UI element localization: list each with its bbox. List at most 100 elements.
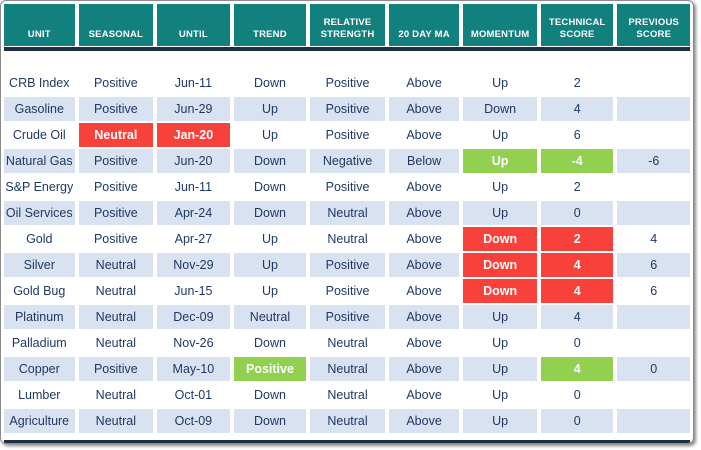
cell-previous-score[interactable] (617, 383, 691, 407)
cell-unit[interactable]: Palladium (4, 331, 75, 355)
cell-20-day-ma[interactable]: Above (388, 331, 460, 355)
cell-until[interactable]: Jun-20 (157, 149, 230, 173)
cell-seasonal[interactable]: Positive (78, 357, 154, 381)
cell-unit[interactable]: S&P Energy (4, 175, 75, 199)
cell-momentum[interactable]: Down (463, 253, 537, 277)
cell-20-day-ma[interactable]: Above (388, 409, 460, 433)
cell-momentum[interactable]: Down (463, 279, 537, 303)
cell-unit[interactable]: CRB Index (4, 71, 75, 95)
cell-technical-score[interactable]: 4 (540, 305, 614, 329)
cell-relative-strength[interactable]: Positive (310, 97, 385, 121)
cell-until[interactable]: Oct-09 (157, 409, 230, 433)
column-header-momentum[interactable]: MOMENTUM (463, 4, 537, 46)
cell-technical-score[interactable]: 4 (540, 253, 614, 277)
cell-unit[interactable]: Lumber (4, 383, 75, 407)
cell-unit[interactable]: Gold Bug (4, 279, 75, 303)
cell-previous-score[interactable]: 0 (617, 357, 691, 381)
cell-technical-score[interactable]: -4 (540, 149, 614, 173)
cell-technical-score[interactable]: 2 (540, 175, 614, 199)
cell-technical-score[interactable]: 0 (540, 409, 614, 433)
cell-momentum[interactable]: Up (463, 149, 537, 173)
cell-momentum[interactable]: Up (463, 305, 537, 329)
cell-until[interactable]: Oct-01 (157, 383, 230, 407)
cell-previous-score[interactable] (617, 123, 691, 147)
cell-unit[interactable]: Silver (4, 253, 75, 277)
cell-momentum[interactable]: Up (463, 331, 537, 355)
column-header-until[interactable]: UNTIL (157, 4, 230, 46)
cell-seasonal[interactable]: Neutral (78, 383, 154, 407)
cell-trend[interactable]: Positive (233, 357, 307, 381)
cell-momentum[interactable]: Up (463, 409, 537, 433)
cell-previous-score[interactable] (617, 305, 691, 329)
cell-unit[interactable]: Gold (4, 227, 75, 251)
cell-trend[interactable]: Down (233, 383, 307, 407)
cell-seasonal[interactable]: Positive (78, 71, 154, 95)
cell-unit[interactable]: Crude Oil (4, 123, 75, 147)
cell-technical-score[interactable]: 4 (540, 279, 614, 303)
cell-trend[interactable]: Down (233, 149, 307, 173)
cell-trend[interactable]: Down (233, 71, 307, 95)
cell-relative-strength[interactable]: Neutral (310, 357, 385, 381)
cell-technical-score[interactable]: 4 (540, 97, 614, 121)
cell-previous-score[interactable]: 6 (617, 253, 691, 277)
cell-until[interactable]: Jun-29 (157, 97, 230, 121)
cell-until[interactable]: Nov-26 (157, 331, 230, 355)
cell-20-day-ma[interactable]: Above (388, 227, 460, 251)
cell-momentum[interactable]: Down (463, 227, 537, 251)
cell-until[interactable]: Jun-15 (157, 279, 230, 303)
cell-technical-score[interactable]: 4 (540, 357, 614, 381)
cell-previous-score[interactable]: -6 (617, 149, 691, 173)
cell-previous-score[interactable] (617, 71, 691, 95)
column-header-trend[interactable]: TREND (233, 4, 307, 46)
cell-momentum[interactable]: Up (463, 71, 537, 95)
column-header-previous-score[interactable]: PREVIOUS SCORE (617, 4, 691, 46)
cell-seasonal[interactable]: Neutral (78, 253, 154, 277)
cell-20-day-ma[interactable]: Above (388, 123, 460, 147)
column-header-technical-score[interactable]: TECHNICAL SCORE (540, 4, 614, 46)
cell-previous-score[interactable]: 4 (617, 227, 691, 251)
cell-unit[interactable]: Copper (4, 357, 75, 381)
cell-20-day-ma[interactable]: Above (388, 305, 460, 329)
cell-seasonal[interactable]: Positive (78, 201, 154, 225)
cell-trend[interactable]: Down (233, 409, 307, 433)
cell-momentum[interactable]: Up (463, 123, 537, 147)
cell-relative-strength[interactable]: Negative (310, 149, 385, 173)
cell-relative-strength[interactable]: Neutral (310, 201, 385, 225)
cell-momentum[interactable]: Up (463, 357, 537, 381)
cell-until[interactable]: Dec-09 (157, 305, 230, 329)
cell-technical-score[interactable]: 6 (540, 123, 614, 147)
cell-trend[interactable]: Up (233, 123, 307, 147)
cell-seasonal[interactable]: Positive (78, 97, 154, 121)
cell-previous-score[interactable] (617, 201, 691, 225)
cell-previous-score[interactable] (617, 175, 691, 199)
cell-previous-score[interactable] (617, 331, 691, 355)
cell-relative-strength[interactable]: Positive (310, 253, 385, 277)
cell-seasonal[interactable]: Positive (78, 175, 154, 199)
cell-seasonal[interactable]: Neutral (78, 123, 154, 147)
cell-until[interactable]: Nov-29 (157, 253, 230, 277)
cell-seasonal[interactable]: Neutral (78, 279, 154, 303)
cell-trend[interactable]: Up (233, 227, 307, 251)
cell-trend[interactable]: Down (233, 175, 307, 199)
cell-until[interactable]: Apr-24 (157, 201, 230, 225)
cell-relative-strength[interactable]: Neutral (310, 227, 385, 251)
cell-20-day-ma[interactable]: Above (388, 279, 460, 303)
cell-unit[interactable]: Agriculture (4, 409, 75, 433)
cell-momentum[interactable]: Down (463, 97, 537, 121)
cell-until[interactable]: May-10 (157, 357, 230, 381)
cell-seasonal[interactable]: Neutral (78, 305, 154, 329)
cell-unit[interactable]: Oil Services (4, 201, 75, 225)
cell-20-day-ma[interactable]: Above (388, 253, 460, 277)
cell-trend[interactable]: Down (233, 331, 307, 355)
cell-unit[interactable]: Platinum (4, 305, 75, 329)
cell-technical-score[interactable]: 2 (540, 227, 614, 251)
cell-momentum[interactable]: Up (463, 201, 537, 225)
cell-trend[interactable]: Up (233, 279, 307, 303)
cell-technical-score[interactable]: 2 (540, 71, 614, 95)
cell-until[interactable]: Jun-11 (157, 175, 230, 199)
cell-until[interactable]: Jun-11 (157, 71, 230, 95)
cell-20-day-ma[interactable]: Above (388, 357, 460, 381)
cell-20-day-ma[interactable]: Below (388, 149, 460, 173)
cell-trend[interactable]: Neutral (233, 305, 307, 329)
cell-relative-strength[interactable]: Neutral (310, 331, 385, 355)
